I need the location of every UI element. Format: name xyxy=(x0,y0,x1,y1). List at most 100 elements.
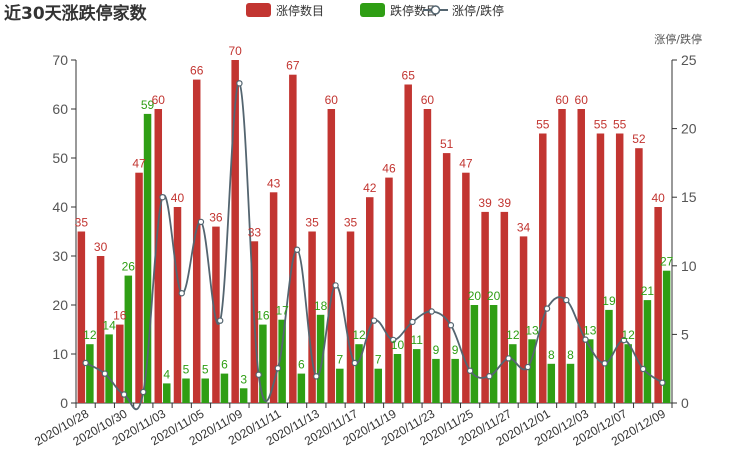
bar-limit-up[interactable] xyxy=(346,231,355,404)
bar-limit-down[interactable] xyxy=(239,388,248,403)
bar-limit-down[interactable] xyxy=(470,305,479,403)
bar-limit-down[interactable] xyxy=(278,319,286,403)
legend-label-ratio[interactable]: 涨停/跌停 xyxy=(452,3,504,18)
bar-limit-down[interactable] xyxy=(124,275,133,403)
bar-limit-up[interactable] xyxy=(596,133,605,404)
bar-limit-up[interactable] xyxy=(423,109,432,403)
data-label-limit-up: 70 xyxy=(228,44,242,58)
ratio-point[interactable] xyxy=(505,355,512,362)
bar-limit-down[interactable] xyxy=(412,349,421,403)
bar-limit-down[interactable] xyxy=(163,383,171,403)
ratio-point[interactable] xyxy=(659,379,666,386)
bar-limit-up[interactable] xyxy=(481,211,489,403)
ratio-point[interactable] xyxy=(466,367,474,374)
bar-limit-down[interactable] xyxy=(509,344,517,403)
bar-limit-up[interactable] xyxy=(654,207,662,403)
bar-limit-down[interactable] xyxy=(297,373,306,403)
bar-limit-down[interactable] xyxy=(355,344,363,403)
bar-limit-up[interactable] xyxy=(539,133,547,404)
legend-swatch-down[interactable] xyxy=(360,3,385,17)
bar-limit-down[interactable] xyxy=(201,378,209,404)
bar-limit-up[interactable] xyxy=(308,231,316,404)
ratio-point[interactable] xyxy=(582,336,589,343)
ratio-point[interactable] xyxy=(524,363,532,371)
bar-limit-down[interactable] xyxy=(528,339,536,403)
ratio-point[interactable] xyxy=(543,305,551,312)
bar-limit-up[interactable] xyxy=(500,211,509,403)
bar-limit-down[interactable] xyxy=(336,368,344,403)
legend-label-down[interactable]: 跌停数目 xyxy=(390,3,438,18)
ratio-point[interactable] xyxy=(101,370,109,377)
bar-limit-up[interactable] xyxy=(231,60,239,403)
bar-limit-down[interactable] xyxy=(374,368,383,403)
ratio-point[interactable] xyxy=(428,308,435,315)
ratio-point[interactable] xyxy=(140,388,147,396)
ratio-point[interactable] xyxy=(293,246,301,253)
bar-limit-up[interactable] xyxy=(615,133,624,404)
ratio-point[interactable] xyxy=(601,360,608,367)
data-label-limit-up: 43 xyxy=(267,176,281,190)
bar-limit-down[interactable] xyxy=(259,324,267,403)
bar-limit-up[interactable] xyxy=(96,256,105,403)
bar-limit-up[interactable] xyxy=(577,109,585,403)
bar-limit-down[interactable] xyxy=(451,358,459,403)
ratio-point[interactable] xyxy=(255,371,262,378)
ratio-point[interactable] xyxy=(620,336,628,344)
bar-limit-up[interactable] xyxy=(289,74,297,403)
bar-limit-up[interactable] xyxy=(173,207,182,403)
bar-limit-up[interactable] xyxy=(462,172,470,403)
legend-label-up[interactable]: 涨停数目 xyxy=(276,3,324,18)
bar-limit-down[interactable] xyxy=(585,339,594,403)
bar-limit-down[interactable] xyxy=(662,270,671,403)
bar-limit-down[interactable] xyxy=(605,309,613,403)
ratio-point[interactable] xyxy=(639,365,647,373)
bar-limit-up[interactable] xyxy=(385,177,393,403)
ratio-point[interactable] xyxy=(409,318,416,326)
ratio-point[interactable] xyxy=(197,218,205,226)
bar-limit-up[interactable] xyxy=(154,109,163,403)
bar-limit-down[interactable] xyxy=(432,358,440,403)
bar-limit-up[interactable] xyxy=(192,79,201,403)
bar-limit-up[interactable] xyxy=(635,148,643,403)
bar-limit-down[interactable] xyxy=(220,373,229,403)
ratio-point[interactable] xyxy=(370,317,378,324)
bar-limit-down[interactable] xyxy=(86,344,94,403)
bar-limit-up[interactable] xyxy=(327,109,336,403)
bar-limit-down[interactable] xyxy=(143,113,152,404)
bar-limit-down[interactable] xyxy=(489,305,498,403)
bar-limit-up[interactable] xyxy=(519,236,528,403)
bar-limit-down[interactable] xyxy=(547,363,556,403)
ratio-point[interactable] xyxy=(332,282,339,289)
bar-limit-down[interactable] xyxy=(316,314,325,403)
bar-limit-up[interactable] xyxy=(366,197,374,403)
bar-limit-up[interactable] xyxy=(269,192,278,403)
bar-limit-down[interactable] xyxy=(624,344,632,403)
bar-limit-up[interactable] xyxy=(77,231,86,404)
ratio-point[interactable] xyxy=(159,193,166,201)
ratio-point[interactable] xyxy=(120,391,128,398)
legend-swatch-up[interactable] xyxy=(246,3,271,17)
ratio-point[interactable] xyxy=(486,373,493,380)
bar-limit-down[interactable] xyxy=(182,378,190,404)
bar-limit-up[interactable] xyxy=(442,153,451,403)
ratio-point[interactable] xyxy=(447,322,455,329)
ratio-point[interactable] xyxy=(236,80,243,87)
ratio-point[interactable] xyxy=(313,373,320,380)
bar-limit-up[interactable] xyxy=(212,226,220,403)
ratio-point[interactable] xyxy=(390,336,397,344)
bar-limit-up[interactable] xyxy=(558,109,566,403)
ratio-point[interactable] xyxy=(563,296,570,304)
data-label-limit-up: 33 xyxy=(248,225,262,239)
ratio-point[interactable] xyxy=(274,365,282,372)
bar-limit-up[interactable] xyxy=(404,84,412,404)
ratio-point[interactable] xyxy=(82,359,89,367)
bar-limit-up[interactable] xyxy=(116,324,124,403)
bar-limit-up[interactable] xyxy=(135,172,143,403)
bar-limit-down[interactable] xyxy=(566,363,575,403)
bar-limit-down[interactable] xyxy=(393,354,402,403)
bar-limit-down[interactable] xyxy=(105,334,113,403)
ratio-point[interactable] xyxy=(351,359,358,367)
bar-limit-down[interactable] xyxy=(643,300,652,403)
ratio-point[interactable] xyxy=(178,290,185,297)
ratio-point[interactable] xyxy=(216,317,224,324)
